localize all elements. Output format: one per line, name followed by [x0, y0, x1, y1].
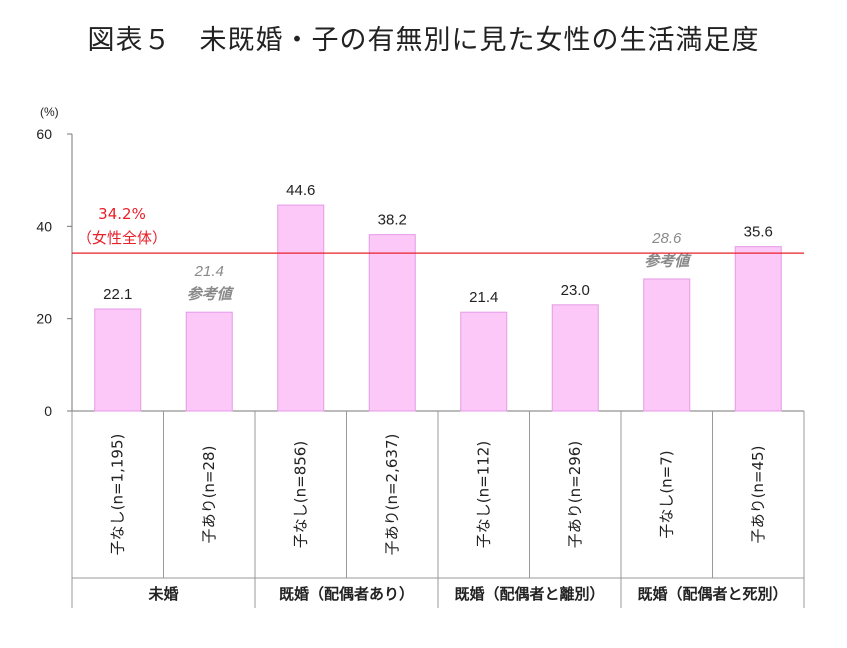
- reference-note: 参考値: [644, 252, 692, 270]
- reference-note: 参考値: [187, 285, 235, 303]
- bar: [185, 311, 233, 412]
- y-tick-label: 60: [36, 126, 52, 142]
- group-label: 未婚: [147, 585, 178, 603]
- x-tick-label: 子あり(n=28): [200, 446, 218, 544]
- x-tick-label: 子なし(n=7): [657, 450, 675, 538]
- data-label: 35.6: [744, 224, 773, 241]
- x-tick-label: 子なし(n=856): [291, 441, 309, 548]
- y-tick-label: 20: [36, 311, 52, 327]
- y-tick-label: 40: [36, 218, 52, 234]
- x-tick-label: 子あり(n=2,637): [383, 434, 401, 556]
- x-tick-label: 子あり(n=296): [566, 441, 584, 548]
- bar: [643, 278, 691, 412]
- data-label: 23.0: [561, 282, 590, 299]
- group-label: 既婚（配偶者と死別）: [637, 585, 787, 603]
- x-tick-label: 子あり(n=45): [749, 446, 767, 544]
- data-label: 21.4: [469, 289, 498, 306]
- data-label: 28.6: [651, 230, 682, 247]
- x-tick-label: 子なし(n=112): [474, 441, 492, 548]
- data-label: 22.1: [103, 286, 132, 303]
- y-tick-label: 0: [44, 403, 52, 419]
- overall-value-label: 34.2%: [98, 205, 146, 223]
- bar: [94, 308, 142, 412]
- data-label: 44.6: [286, 182, 315, 199]
- bar: [460, 311, 508, 412]
- bar: [551, 304, 599, 412]
- y-unit-label: (%): [40, 105, 59, 119]
- chart-title: 図表５ 未既婚・子の有無別に見た女性の生活満足度: [87, 25, 760, 56]
- bar: [368, 234, 416, 412]
- data-label: 38.2: [378, 212, 407, 229]
- data-label: 21.4: [194, 263, 224, 280]
- x-tick-label: 子なし(n=1,195): [108, 434, 126, 556]
- overall-sublabel: （女性全体）: [77, 229, 167, 247]
- bar: [734, 246, 782, 412]
- bar: [277, 204, 325, 412]
- group-label: 既婚（配偶者あり）: [279, 585, 414, 603]
- group-label: 既婚（配偶者と離別）: [454, 585, 604, 603]
